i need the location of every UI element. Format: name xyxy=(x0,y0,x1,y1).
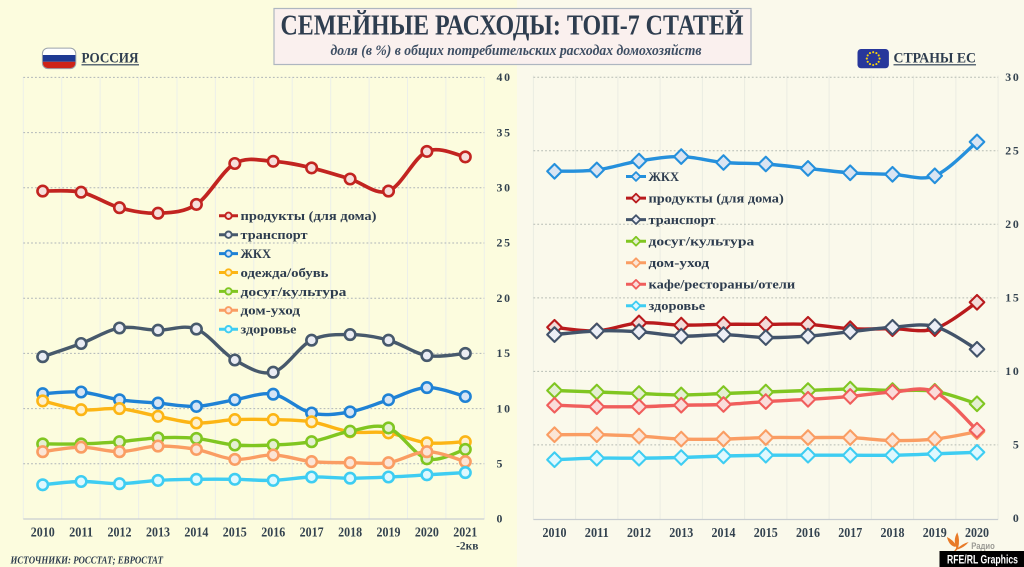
svg-text:кафе/рестораны/отели: кафе/рестораны/отели xyxy=(649,278,796,292)
svg-text:40: 40 xyxy=(497,70,512,84)
svg-text:здоровье: здоровье xyxy=(241,323,298,337)
svg-text:35: 35 xyxy=(497,125,512,139)
svg-text:ЖКХ: ЖКХ xyxy=(241,247,272,261)
svg-text:транспорт: транспорт xyxy=(241,228,308,242)
svg-text:2016: 2016 xyxy=(796,525,820,540)
svg-text:2014: 2014 xyxy=(712,525,736,540)
svg-text:5: 5 xyxy=(497,457,505,471)
svg-text:10: 10 xyxy=(1005,364,1020,378)
svg-text:10: 10 xyxy=(497,401,512,415)
svg-text:-2кв: -2кв xyxy=(456,541,478,553)
svg-text:досуг/культура: досуг/культура xyxy=(649,235,756,249)
svg-text:2018: 2018 xyxy=(881,525,905,540)
svg-text:2014: 2014 xyxy=(184,525,208,540)
svg-text:2019: 2019 xyxy=(377,525,401,540)
svg-text:2012: 2012 xyxy=(627,525,651,540)
svg-text:ЖКХ: ЖКХ xyxy=(649,170,680,184)
svg-text:2021: 2021 xyxy=(453,525,477,540)
svg-text:Радио: Радио xyxy=(971,541,995,551)
svg-text:20: 20 xyxy=(497,291,512,305)
svg-text:25: 25 xyxy=(497,236,512,250)
svg-text:0: 0 xyxy=(497,512,505,526)
svg-text:30: 30 xyxy=(497,181,512,195)
svg-text:продукты (для дома): продукты (для дома) xyxy=(649,192,784,206)
svg-text:2020: 2020 xyxy=(965,525,989,540)
svg-text:СЕМЕЙНЫЕ РАСХОДЫ: ТОП-7 СТАТЕЙ: СЕМЕЙНЫЕ РАСХОДЫ: ТОП-7 СТАТЕЙ xyxy=(281,9,744,42)
svg-text:2011: 2011 xyxy=(69,525,93,540)
svg-text:2012: 2012 xyxy=(108,525,132,540)
svg-text:дом-уход: дом-уход xyxy=(649,256,711,270)
svg-text:ИСТОЧНИКИ: РОССТАТ; ЕВРОСТАТ: ИСТОЧНИКИ: РОССТАТ; ЕВРОСТАТ xyxy=(10,556,164,567)
svg-text:2017: 2017 xyxy=(838,525,862,540)
svg-text:2010: 2010 xyxy=(543,525,567,540)
svg-text:5: 5 xyxy=(1013,438,1021,452)
svg-text:15: 15 xyxy=(497,346,512,360)
svg-text:2020: 2020 xyxy=(415,525,439,540)
svg-text:20: 20 xyxy=(1005,217,1020,231)
svg-text:продукты (для дома): продукты (для дома) xyxy=(241,209,377,223)
svg-text:0: 0 xyxy=(1013,511,1021,525)
svg-text:30: 30 xyxy=(1005,70,1020,84)
svg-text:доля (в %) в общих потребитель: доля (в %) в общих потребительских расхо… xyxy=(331,43,702,59)
svg-text:РОССИЯ: РОССИЯ xyxy=(82,51,139,67)
svg-text:2017: 2017 xyxy=(300,525,324,540)
svg-text:2011: 2011 xyxy=(585,525,609,540)
svg-text:2013: 2013 xyxy=(146,525,170,540)
svg-text:RFE/RL Graphics: RFE/RL Graphics xyxy=(947,554,1018,566)
svg-text:25: 25 xyxy=(1005,143,1020,157)
svg-text:СТРАНЫ ЕС: СТРАНЫ ЕС xyxy=(894,51,977,67)
svg-text:2013: 2013 xyxy=(669,525,693,540)
svg-text:2015: 2015 xyxy=(223,525,247,540)
svg-text:2015: 2015 xyxy=(754,525,778,540)
svg-text:одежда/обувь: одежда/обувь xyxy=(241,266,329,280)
svg-text:2016: 2016 xyxy=(261,525,285,540)
svg-text:дом-уход: дом-уход xyxy=(241,304,301,318)
svg-text:транспорт: транспорт xyxy=(649,213,716,227)
svg-text:2019: 2019 xyxy=(923,525,947,540)
svg-text:2018: 2018 xyxy=(338,525,362,540)
svg-text:15: 15 xyxy=(1005,291,1020,305)
svg-text:2010: 2010 xyxy=(31,525,55,540)
svg-text:здоровье: здоровье xyxy=(649,299,706,313)
svg-text:досуг/культура: досуг/культура xyxy=(241,285,348,299)
